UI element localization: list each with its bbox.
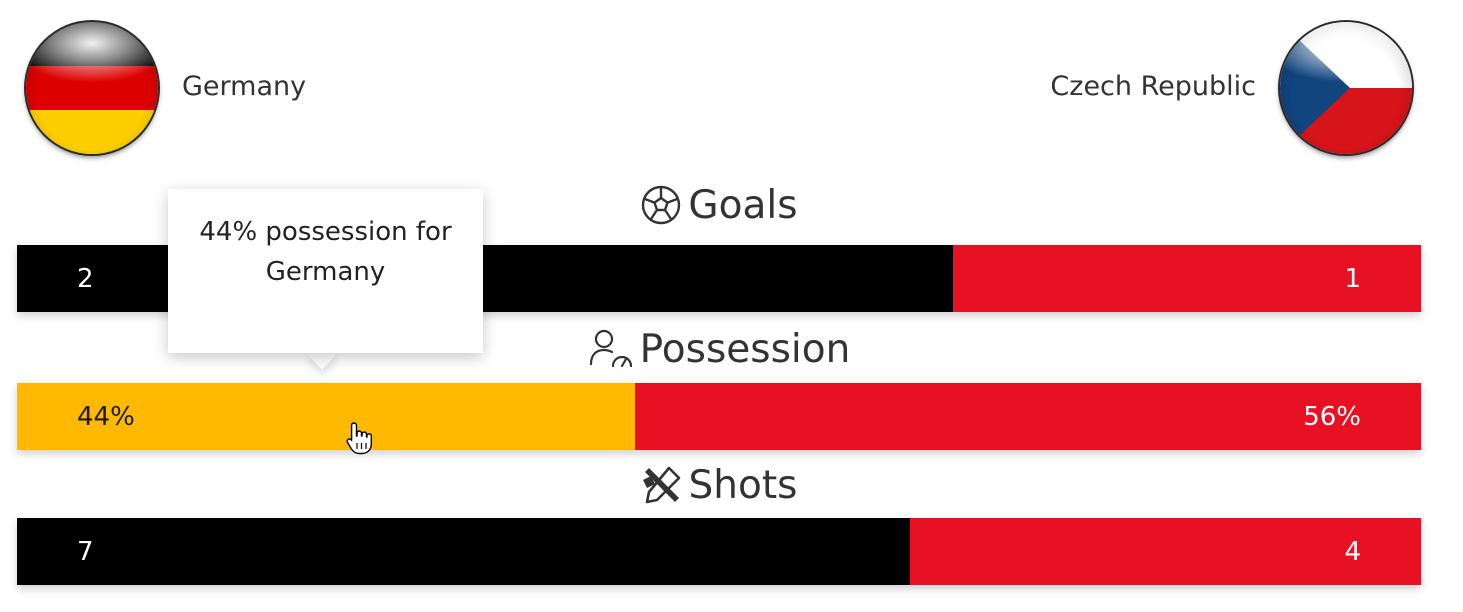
possession-away-value: 56% <box>1303 401 1361 432</box>
germany-flag-icon <box>26 22 158 154</box>
soccer-ball-icon <box>640 184 682 226</box>
goals-home-segment[interactable]: 2 <box>17 245 953 312</box>
goals-away-value: 1 <box>1344 263 1361 294</box>
stat-title-label: Possession <box>639 326 851 372</box>
goals-away-segment[interactable]: 1 <box>953 245 1421 312</box>
goals-home-value: 2 <box>77 263 94 294</box>
tooltip-text: 44% possession for Germany <box>199 217 452 287</box>
shots-home-segment[interactable]: 7 <box>17 518 910 585</box>
person-gauge-icon <box>588 328 634 370</box>
stat-title-label: Goals <box>688 182 798 228</box>
czech-republic-flag-icon <box>1280 22 1412 154</box>
possession-tooltip: 44% possession for Germany <box>168 189 483 353</box>
hand-pointer-cursor-icon <box>346 421 372 459</box>
shots-bar[interactable]: 7 4 <box>17 518 1421 585</box>
goals-title: Goals <box>0 180 1438 230</box>
possession-away-segment[interactable]: 56% <box>635 383 1421 450</box>
shots-home-value: 7 <box>77 536 94 567</box>
possession-home-value: 44% <box>77 401 135 432</box>
possession-bar[interactable]: 44% 56% <box>17 383 1421 450</box>
crossed-tools-icon <box>641 464 683 506</box>
shots-away-segment[interactable]: 4 <box>910 518 1421 585</box>
stat-title-label: Shots <box>688 462 798 508</box>
possession-home-segment[interactable]: 44% <box>17 383 635 450</box>
possession-title: Possession <box>0 324 1438 374</box>
away-team-name: Czech Republic <box>1050 71 1256 102</box>
shots-title: Shots <box>0 460 1438 510</box>
shots-away-value: 4 <box>1344 536 1361 567</box>
home-team-name: Germany <box>182 71 307 102</box>
